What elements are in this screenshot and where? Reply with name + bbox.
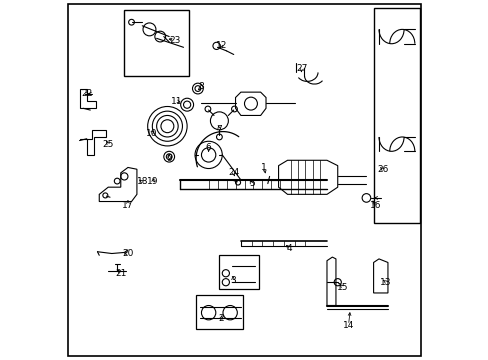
Text: 23: 23 <box>168 36 180 45</box>
Text: 27: 27 <box>296 64 307 73</box>
Text: 8: 8 <box>198 82 204 91</box>
Text: 4: 4 <box>286 244 291 253</box>
Text: 22: 22 <box>81 89 92 98</box>
Text: 13: 13 <box>380 278 391 287</box>
Text: 14: 14 <box>342 321 353 330</box>
Text: 5: 5 <box>248 179 254 188</box>
Text: 18: 18 <box>136 177 148 186</box>
Bar <box>219 255 258 289</box>
Text: 11: 11 <box>170 96 182 105</box>
Text: 16: 16 <box>369 201 380 210</box>
Text: 25: 25 <box>102 140 114 149</box>
Text: 9: 9 <box>166 154 172 163</box>
Text: 19: 19 <box>147 177 159 186</box>
Bar <box>124 10 188 76</box>
Text: 17: 17 <box>122 201 133 210</box>
Text: 26: 26 <box>376 165 387 174</box>
Bar <box>373 8 419 223</box>
Text: 15: 15 <box>337 283 348 292</box>
Bar <box>196 295 242 329</box>
Text: 3: 3 <box>230 276 235 285</box>
Text: 2: 2 <box>218 314 224 323</box>
Text: 20: 20 <box>122 249 133 258</box>
Text: 21: 21 <box>115 269 126 278</box>
Text: 12: 12 <box>215 41 226 50</box>
Text: 7: 7 <box>216 125 222 134</box>
Text: 10: 10 <box>145 129 157 138</box>
Text: 24: 24 <box>227 168 239 177</box>
Text: 1: 1 <box>261 163 266 172</box>
Text: 6: 6 <box>205 143 211 152</box>
